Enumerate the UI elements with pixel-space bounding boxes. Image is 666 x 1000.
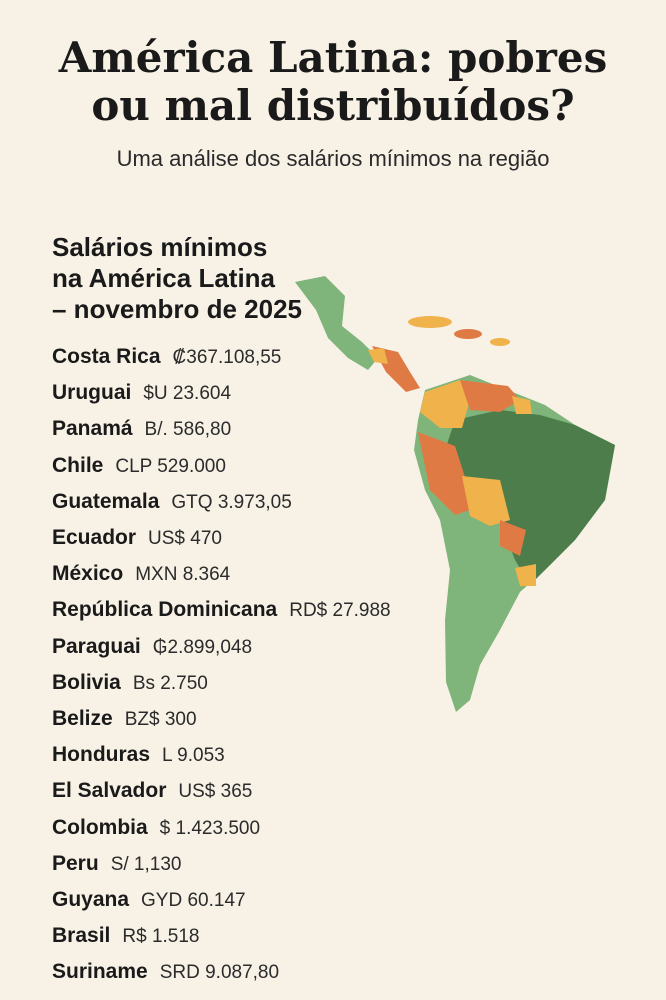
section-title-line: Salários mínimos	[52, 232, 268, 262]
country: Colombia	[52, 815, 148, 839]
wage: $ 1.423.500	[159, 817, 261, 839]
country: El Salvador	[52, 779, 167, 803]
wage-row: Brasil R$ 1.518	[52, 921, 200, 951]
wage-row: Guatemala GTQ 3.973,05	[52, 487, 292, 517]
wage: US$ 470	[148, 528, 222, 549]
map-venezuela	[460, 380, 520, 412]
section-title-line: na América Latina	[52, 263, 276, 293]
wage: S/ 1,130	[110, 853, 182, 875]
wage: MXN 8.364	[135, 564, 231, 586]
wage-row: México MXN 8.364	[52, 559, 230, 589]
map-island	[490, 338, 510, 346]
country: Peru	[52, 851, 99, 875]
country: Costa Rica	[52, 345, 161, 368]
wage: Bs 2.750	[132, 672, 208, 694]
title-line: ou mal distribuídos?	[91, 81, 575, 130]
wage: GTQ 3.973,05	[171, 491, 292, 513]
section-title-line: – novembro de 2025	[52, 294, 302, 324]
country: Guyana	[52, 888, 130, 911]
country: Uruguai	[52, 381, 132, 405]
wage: ₲2.899,048	[152, 636, 253, 658]
map-guianas	[512, 396, 532, 414]
wage-row: Belize BZ$ 300	[52, 704, 197, 734]
title: América Latina: pobres ou mal distribuído…	[0, 34, 666, 130]
wage-row: Costa Rica ₡367.108,55	[52, 342, 281, 372]
map-bolivia	[462, 476, 510, 526]
wage-row: Panamá B/. 586,80	[52, 414, 231, 444]
wage: US$ 365	[178, 781, 253, 803]
wage-row: Bolivia Bs 2.750	[52, 668, 208, 698]
country: Panamá	[52, 417, 133, 441]
country: Chile	[52, 453, 104, 477]
wage: $U 23.604	[143, 383, 232, 405]
country: Bolivia	[52, 670, 121, 694]
country: Brasil	[52, 924, 111, 948]
country: Honduras	[52, 743, 151, 767]
country: Belize	[52, 707, 113, 730]
section-title: Salários mínimos na América Latina – novem…	[52, 232, 302, 325]
country: Guatemala	[52, 489, 160, 513]
country: Suriname	[52, 960, 148, 984]
wage: BZ$ 300	[124, 709, 197, 730]
wage-row: Guyana GYD 60.147	[52, 885, 246, 915]
map-island	[408, 316, 452, 328]
wage: GYD 60.147	[141, 890, 246, 911]
wage: ₡367.108,55	[172, 347, 282, 368]
map-brazil	[445, 410, 615, 585]
country: Paraguai	[52, 634, 141, 658]
wage-row: Paraguai ₲2.899,048	[52, 632, 252, 662]
wage-row: Colombia $ 1.423.500	[52, 813, 260, 843]
country: México	[52, 562, 124, 586]
map-paraguay	[500, 520, 526, 556]
wage: SRD 9.087,80	[159, 962, 280, 984]
map-central-america-2	[368, 348, 388, 364]
wage-row: República Dominicana RD$ 27.988	[52, 595, 391, 625]
wage-row: Chile CLP 529.000	[52, 451, 226, 481]
map-colombia	[420, 380, 470, 428]
map-mexico	[295, 276, 378, 370]
country: Ecuador	[52, 526, 137, 549]
wage-row: Honduras L 9.053	[52, 740, 225, 770]
wage-row: Peru S/ 1,130	[52, 849, 181, 879]
wage: L 9.053	[162, 745, 225, 767]
wage: B/. 586,80	[144, 419, 232, 441]
wage-row: Uruguai $U 23.604	[52, 378, 231, 408]
title-line: América Latina: pobres	[58, 33, 608, 82]
wage: R$ 1.518	[122, 926, 200, 948]
wage: CLP 529.000	[115, 455, 226, 477]
subtitle: Uma análise dos salários mínimos na regi…	[116, 146, 550, 171]
wage-row: Ecuador US$ 470	[52, 523, 222, 553]
map-island	[454, 329, 482, 339]
map-peru	[418, 432, 470, 515]
country: República Dominicana	[52, 598, 278, 622]
map-uruguay	[515, 564, 536, 586]
wage-row: El Salvador US$ 365	[52, 776, 252, 806]
wage-row: Suriname SRD 9.087,80	[52, 957, 279, 987]
wage: RD$ 27.988	[289, 600, 391, 622]
